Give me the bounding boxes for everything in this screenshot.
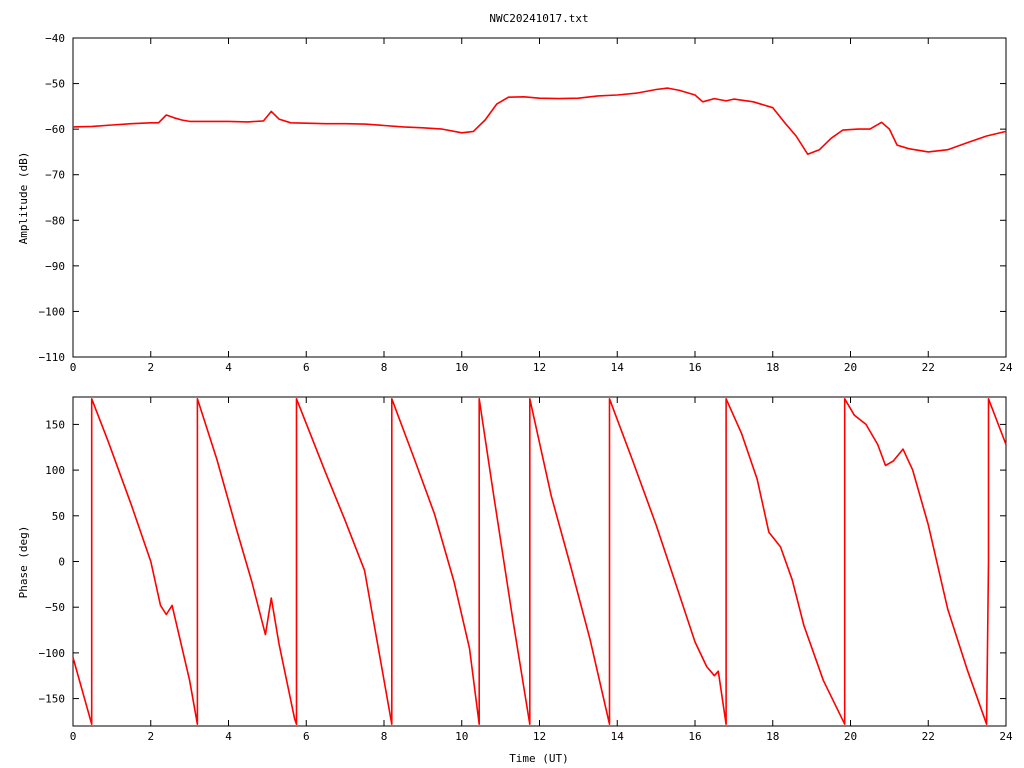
amplitude-x-tick-label: 2	[147, 361, 154, 374]
phase-x-tick-label: 14	[611, 730, 625, 743]
amplitude-x-tick-label: 10	[455, 361, 468, 374]
phase-x-tick-label: 22	[922, 730, 935, 743]
amplitude-y-tick-label: −50	[45, 78, 65, 91]
chart-title: NWC20241017.txt	[489, 12, 588, 25]
amplitude-x-tick-label: 14	[611, 361, 625, 374]
amplitude-x-tick-label: 20	[844, 361, 857, 374]
amplitude-y-axis-label: Amplitude (dB)	[17, 152, 30, 245]
amplitude-axis-ticks: 0 2 4 6 8 10 12 14 16 18 20 22 24−40−50−60−70−80−90−…	[39, 32, 1013, 374]
phase-x-axis-label: Time (UT)	[509, 752, 569, 765]
phase-y-tick-label: −50	[45, 601, 65, 614]
phase-y-tick-label: −150	[39, 693, 66, 706]
amplitude-plot-frame	[72, 37, 1007, 358]
phase-x-tick-label: 24	[999, 730, 1013, 743]
amplitude-y-tick-label: −70	[45, 169, 65, 182]
phase-series	[72, 397, 1007, 726]
phase-x-tick-label: 20	[844, 730, 857, 743]
phase-y-tick-label: 50	[52, 510, 65, 523]
phase-y-tick-label: 150	[45, 418, 65, 431]
phase-x-tick-label: 16	[688, 730, 701, 743]
amplitude-panel: 0 2 4 6 8 10 12 14 16 18 20 22 24−40−50−60−70−80−90−…	[17, 32, 1013, 374]
amplitude-x-tick-label: 8	[381, 361, 388, 374]
amplitude-y-tick-label: −60	[45, 123, 65, 136]
amplitude-series	[72, 87, 1007, 155]
amplitude-y-tick-label: −100	[39, 305, 66, 318]
phase-x-tick-label: 6	[303, 730, 310, 743]
amplitude-y-tick-label: −110	[39, 351, 66, 364]
phase-x-tick-label: 12	[533, 730, 546, 743]
amplitude-x-tick-label: 24	[999, 361, 1013, 374]
phase-x-tick-label: 0	[70, 730, 77, 743]
phase-y-tick-label: 0	[58, 556, 65, 569]
phase-axis-ticks: 0 2 4 6 8 10 12 14 16 18 20 22 24150100500−50−100−15…	[39, 397, 1013, 743]
amplitude-y-tick-label: −40	[45, 32, 65, 45]
amplitude-x-tick-label: 0	[70, 361, 77, 374]
phase-x-tick-label: 8	[381, 730, 388, 743]
amplitude-x-tick-label: 12	[533, 361, 546, 374]
amplitude-x-tick-label: 6	[303, 361, 310, 374]
amplitude-y-tick-label: −90	[45, 260, 65, 273]
phase-x-tick-label: 2	[147, 730, 154, 743]
amplitude-x-tick-label: 18	[766, 361, 779, 374]
phase-y-tick-label: 100	[45, 464, 65, 477]
phase-y-axis-label: Phase (deg)	[17, 526, 30, 599]
phase-x-tick-label: 10	[455, 730, 468, 743]
amplitude-y-tick-label: −80	[45, 214, 65, 227]
phase-series-line	[72, 397, 1007, 726]
amplitude-x-tick-label: 16	[688, 361, 701, 374]
phase-y-tick-label: −100	[39, 647, 66, 660]
amplitude-series-line	[72, 87, 1007, 155]
amplitude-x-tick-label: 22	[922, 361, 935, 374]
phase-x-tick-label: 18	[766, 730, 779, 743]
phase-panel: 0 2 4 6 8 10 12 14 16 18 20 22 24150100500−50−100−15…	[17, 396, 1013, 765]
amplitude-x-tick-label: 4	[225, 361, 232, 374]
phase-x-tick-label: 4	[225, 730, 232, 743]
